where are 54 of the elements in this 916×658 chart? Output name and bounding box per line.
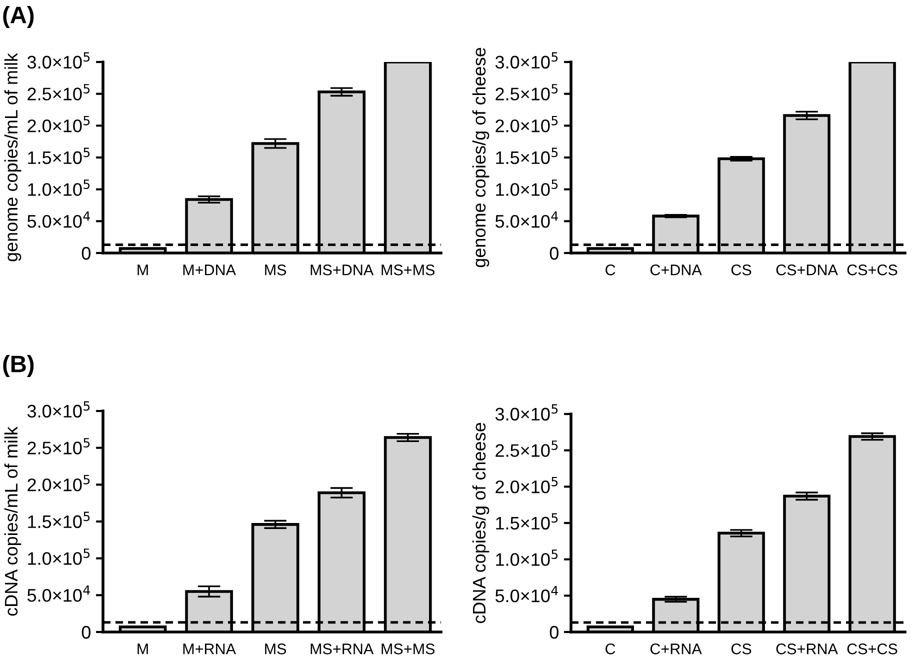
- x-tick-label: MS+RNA: [310, 644, 374, 654]
- x-tick-label: CS+DNA: [776, 264, 838, 276]
- y-tick-label: 0: [82, 246, 90, 260]
- x-tick-label: MS+MS: [382, 264, 435, 276]
- x-tick-label: MS: [265, 644, 286, 654]
- x-tick-label: C: [606, 264, 616, 276]
- y-tick-label: 2.5×10$^{5}$: [496, 440, 558, 457]
- y-tick-label: 1.0×10$^{5}$: [28, 548, 90, 565]
- y-tick-label: 2.0×10$^{5}$: [28, 116, 90, 132]
- y-tick-label: 3.0×10$^{5}$: [495, 52, 558, 69]
- y-tick-label: 1.5×10$^{5}$: [28, 148, 90, 164]
- y-tick-label: 0: [550, 626, 558, 639]
- y-tick-label: 0: [82, 626, 90, 639]
- x-tick-label: M+DNA: [183, 264, 236, 276]
- y-tick-label: 2.0×10$^{5}$: [496, 476, 558, 494]
- y-axis-title: cDNA copies/g of cheese: [472, 422, 490, 624]
- x-tick-label: CS: [731, 644, 752, 654]
- y-tick-label: 3.0×10$^{5}$: [27, 401, 90, 418]
- y-tick-label: 1.5×10$^{5}$: [496, 513, 558, 530]
- x-tick-label: MS+MS: [382, 644, 435, 654]
- y-tick-label: 2.5×10$^{5}$: [28, 84, 90, 100]
- y-tick-label: 5.0×10$^{4}$: [27, 211, 90, 228]
- y-tick-label: 3.0×10$^{5}$: [27, 52, 90, 69]
- y-tick-label: 5.0×10$^{4}$: [27, 585, 90, 602]
- y-tick-label: 1.0×10$^{5}$: [496, 550, 558, 566]
- y-tick-label: 1.5×10$^{5}$: [496, 148, 558, 164]
- y-tick-label: 1.0×10$^{5}$: [496, 180, 558, 196]
- x-tick-label: C+DNA: [650, 264, 702, 276]
- y-tick-label: 2.5×10$^{5}$: [496, 84, 558, 100]
- y-tick-label: 3.0×10$^{5}$: [495, 404, 558, 421]
- x-tick-label: CS+CS: [847, 644, 898, 654]
- x-tick-label: MS: [265, 264, 286, 276]
- x-tick-label: M: [138, 644, 148, 654]
- text: (B): [3, 354, 34, 378]
- x-tick-label: M: [138, 264, 148, 276]
- x-tick-label: CS: [731, 264, 752, 276]
- x-tick-label: CS+CS: [847, 264, 898, 276]
- text: (A): [3, 6, 34, 28]
- x-tick-label: CS+RNA: [776, 644, 838, 654]
- y-axis-title: genome copies/mL of milk: [4, 52, 22, 262]
- y-tick-label: 2.5×10$^{5}$: [28, 438, 90, 454]
- y-tick-label: 5.0×10$^{4}$: [495, 586, 558, 602]
- x-tick-label: C+RNA: [650, 644, 702, 654]
- y-tick-label: 0: [550, 246, 558, 260]
- x-tick-label: C: [606, 644, 616, 654]
- x-tick-label: MS+DNA: [310, 264, 374, 276]
- x-tick-label: M+RNA: [183, 644, 236, 654]
- y-tick-label: 5.0×10$^{4}$: [495, 211, 558, 228]
- y-tick-label: 2.0×10$^{5}$: [28, 474, 90, 492]
- y-axis-title: cDNA copies/mL of milk: [4, 426, 22, 616]
- y-axis-title: genome copies/g of cheese: [472, 48, 490, 268]
- y-tick-label: 1.0×10$^{5}$: [28, 180, 90, 196]
- y-tick-label: 2.0×10$^{5}$: [496, 116, 558, 132]
- y-tick-label: 1.5×10$^{5}$: [28, 512, 90, 528]
